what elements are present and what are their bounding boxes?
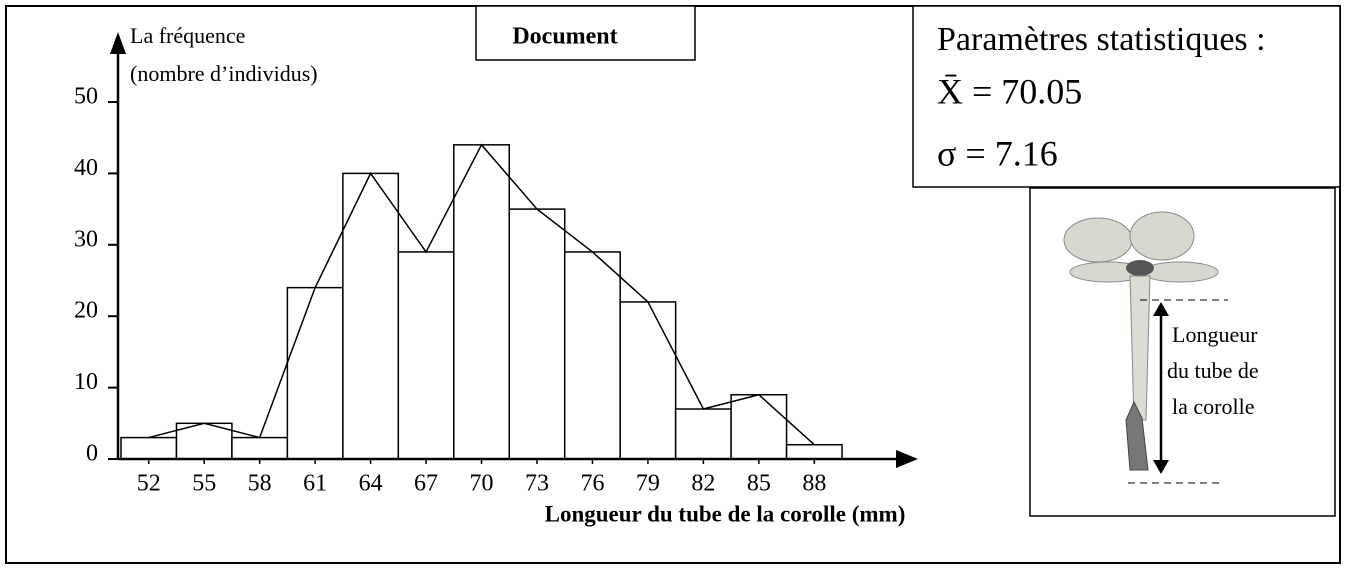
- stats-mean: X̄ = 70.05: [937, 71, 1082, 111]
- petal: [1063, 217, 1133, 263]
- figure-label: du tube de: [1167, 358, 1259, 383]
- bar: [674, 408, 732, 460]
- x-tick-label: 88: [802, 471, 826, 497]
- y-tick-label: 0: [86, 441, 98, 467]
- x-tick-label: 70: [470, 471, 494, 497]
- y-axis-label: (nombre d’individus): [130, 61, 318, 86]
- bar: [785, 443, 843, 460]
- y-axis-arrow: [110, 32, 126, 54]
- bar: [120, 436, 178, 460]
- flower-center: [1126, 260, 1154, 276]
- x-tick-label: 64: [359, 471, 383, 497]
- x-tick-label: 82: [691, 471, 715, 497]
- x-axis-label: Longueur du tube de la corolle (mm): [545, 501, 906, 526]
- bar: [453, 144, 511, 460]
- y-tick-label: 50: [74, 84, 98, 110]
- frequency-polygon: [148, 143, 815, 446]
- bar: [397, 251, 455, 460]
- arrow-head: [1153, 302, 1169, 316]
- bar: [563, 251, 621, 460]
- bar: [342, 172, 400, 460]
- x-tick-label: 58: [248, 471, 272, 497]
- y-tick-label: 30: [74, 226, 98, 252]
- petal: [1129, 211, 1195, 261]
- x-tick-label: 73: [525, 471, 549, 497]
- bar: [619, 301, 677, 460]
- y-axis-label: La fréquence: [130, 23, 245, 48]
- x-axis-arrow: [896, 450, 918, 468]
- bar: [508, 208, 566, 460]
- flower-illustration: [1063, 211, 1228, 484]
- y-tick-label: 40: [74, 155, 98, 181]
- stats-sd: σ = 7.16: [937, 133, 1058, 173]
- x-tick-label: 55: [192, 471, 216, 497]
- stats-title: Paramètres statistiques :: [937, 21, 1266, 58]
- x-tick-label: 67: [414, 471, 438, 497]
- bar: [286, 286, 344, 460]
- stats-box: [912, 5, 1341, 188]
- x-tick-label: 85: [747, 471, 771, 497]
- petal: [1141, 261, 1219, 283]
- bar: [231, 436, 289, 460]
- x-tick-label: 76: [580, 471, 604, 497]
- x-tick-label: 52: [137, 471, 161, 497]
- figure-label: la corolle: [1172, 394, 1254, 419]
- calyx: [1125, 400, 1149, 471]
- x-tick-label: 79: [636, 471, 660, 497]
- title-box: [475, 5, 696, 61]
- x-tick-label: 61: [303, 471, 327, 497]
- y-tick-label: 20: [74, 298, 98, 324]
- y-tick-label: 10: [74, 369, 98, 395]
- bar: [730, 393, 788, 460]
- arrow-head: [1153, 460, 1169, 474]
- corolla-tube: [1129, 275, 1151, 421]
- figure-label: Longueur: [1172, 322, 1258, 347]
- chart-title: Document: [512, 24, 617, 50]
